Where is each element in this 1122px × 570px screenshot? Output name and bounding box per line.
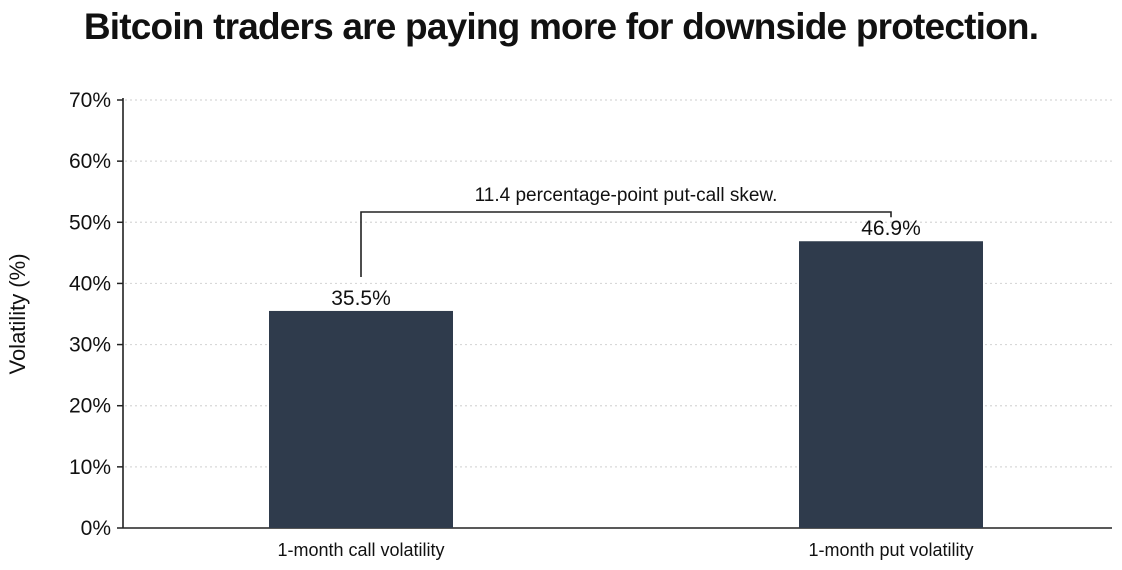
y-tick-label: 0% [81, 517, 111, 540]
bar-2 [799, 241, 983, 529]
x-tick-label: 1-month put volatility [808, 540, 973, 560]
x-tick-label: 1-month call volatility [277, 540, 444, 560]
bar-1 [269, 310, 453, 528]
skew-bracket [360, 211, 892, 277]
data-label: 46.9% [861, 217, 921, 240]
skew-annotation: 11.4 percentage-point put-call skew. [475, 185, 778, 206]
chart-title: Bitcoin traders are paying more for down… [83, 6, 1039, 47]
y-axis-label: Volatility (%) [5, 253, 30, 374]
y-tick-label: 20% [69, 395, 111, 418]
y-tick-label: 60% [69, 150, 111, 173]
data-label: 35.5% [331, 287, 391, 310]
y-tick-label: 50% [69, 211, 111, 234]
y-tick-label: 10% [69, 456, 111, 479]
y-tick-label: 70% [69, 89, 111, 112]
y-tick-label: 30% [69, 334, 111, 357]
y-tick-label: 40% [69, 272, 111, 295]
